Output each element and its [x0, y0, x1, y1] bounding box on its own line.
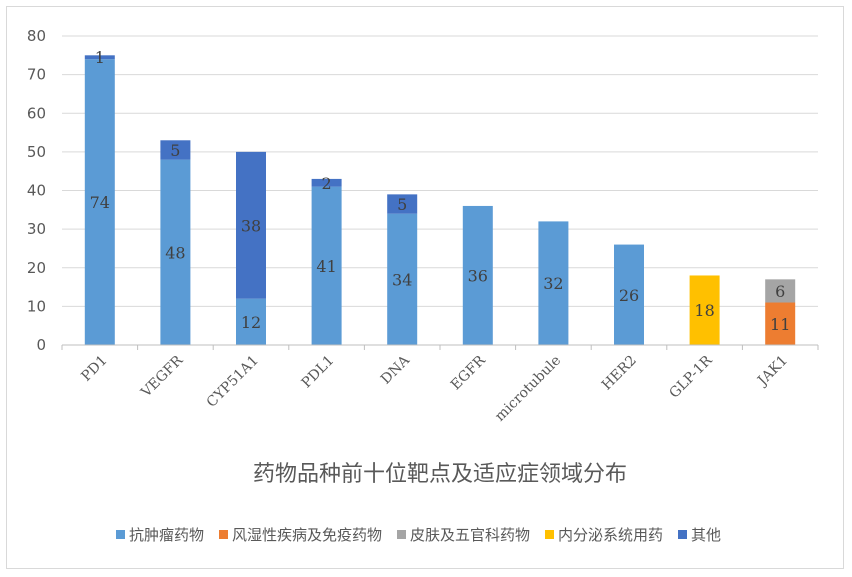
y-tick-label: 60: [27, 104, 46, 122]
data-label: 48: [165, 243, 185, 262]
data-label: 26: [619, 286, 639, 305]
y-tick-label: 30: [27, 220, 46, 238]
x-category-label: EGFR: [448, 352, 489, 393]
x-category-label: PDL1: [299, 353, 338, 392]
bar-segment: [689, 275, 720, 345]
bar-segment: [311, 186, 342, 345]
legend-label: 内分泌系统用药: [558, 526, 663, 544]
data-label: 74: [90, 193, 110, 212]
bar-segment: [765, 279, 796, 303]
data-label: 12: [241, 313, 261, 332]
y-tick-label: 80: [27, 27, 46, 45]
x-category-label: GLP-1R: [666, 352, 715, 401]
bar-segment: [236, 151, 266, 299]
data-label: 2: [322, 174, 332, 193]
data-label: 36: [468, 266, 488, 285]
bar-segment: [311, 178, 342, 187]
data-labels: 74 1 48 5 12 38 41 2 34 5 36 32 26 18 11 6: [90, 48, 791, 334]
y-tick-label: 20: [27, 259, 46, 277]
bar-segment: [84, 55, 115, 60]
x-axis: [61, 344, 819, 350]
legend: 抗肿瘤药物 风湿性疾病及免疫药物 皮肤及五官科药物 内分泌系统用药 其他: [116, 526, 721, 544]
bar-segment: [84, 59, 115, 346]
legend-label: 抗肿瘤药物: [129, 526, 204, 544]
x-category-label: microtubule: [492, 353, 564, 425]
bar-segment: [538, 221, 569, 345]
legend-swatch: [219, 530, 228, 539]
y-tick-label: 10: [27, 297, 46, 315]
legend-swatch: [545, 530, 554, 539]
data-label: 32: [543, 274, 563, 293]
bar-segment: [236, 298, 266, 345]
y-tick-label: 0: [36, 336, 46, 354]
legend-label: 风湿性疾病及免疫药物: [232, 526, 382, 544]
data-label: 11: [770, 315, 790, 334]
data-label: 5: [170, 141, 180, 160]
x-category-label: PD1: [78, 353, 110, 385]
bar-segment: [387, 194, 418, 214]
data-label: 1: [95, 48, 105, 67]
bar-segment: [387, 213, 418, 345]
legend-swatch: [116, 530, 125, 539]
y-tick-label: 40: [27, 182, 46, 200]
y-tick-label: 50: [27, 143, 46, 161]
bar-segment: [614, 244, 644, 345]
legend-swatch: [397, 530, 406, 539]
data-label: 5: [397, 195, 407, 214]
y-axis-ticks: 0 10 20 30 40 50 60 70 80: [27, 27, 46, 354]
bar-segment: [160, 159, 191, 345]
bar-segment: [462, 205, 493, 345]
data-label: 6: [775, 282, 785, 301]
y-tick-label: 70: [27, 66, 46, 84]
x-axis-categories: PD1 VEGFR CYP51A1 PDL1 DNA EGFR microtubule HER…: [78, 352, 791, 425]
bars: [84, 55, 796, 346]
legend-label: 皮肤及五官科药物: [410, 526, 530, 544]
data-label: 41: [316, 257, 336, 276]
x-category-label: DNA: [378, 352, 414, 388]
chart-title: 药物品种前十位靶点及适应症领域分布: [253, 462, 627, 487]
x-category-label: HER2: [599, 353, 640, 394]
x-category-label: JAK1: [753, 353, 791, 391]
x-category-label: CYP51A1: [204, 353, 262, 411]
data-label: 18: [694, 301, 714, 320]
legend-label: 其他: [691, 526, 721, 544]
data-label: 38: [241, 216, 261, 235]
x-category-label: VEGFR: [138, 352, 187, 401]
bar-segment: [765, 302, 796, 345]
bar-segment: [160, 140, 191, 160]
legend-swatch: [678, 530, 687, 539]
data-label: 34: [392, 270, 412, 289]
